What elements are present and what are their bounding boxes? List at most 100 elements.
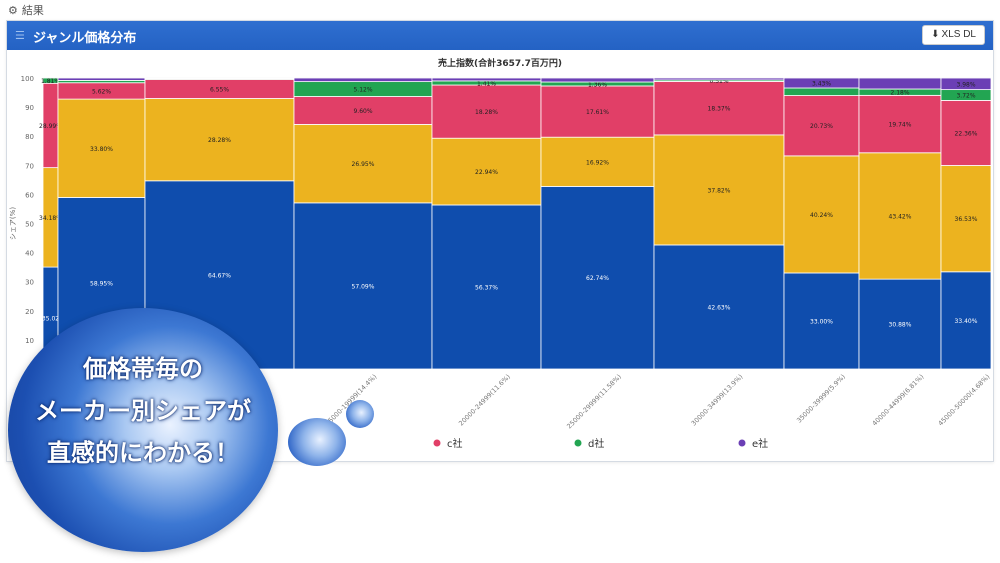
data-label: 57.09% — [352, 283, 375, 290]
legend-label-d: d社 — [588, 437, 604, 450]
data-label: 58.95% — [90, 281, 113, 288]
bar-segment-e — [858, 77, 942, 90]
bar-segment-e — [293, 77, 433, 83]
y-tick-label: 40 — [25, 250, 34, 258]
result-panel: ☰ ジャンル価格分布 ⬇ XLS DL 売上指数(合計3657.7百万円) 10 2… — [6, 20, 994, 462]
data-label: 22.94% — [475, 169, 498, 176]
xls-download-button[interactable]: ⬇ XLS DL — [922, 25, 985, 45]
data-label: 2.18% — [890, 90, 909, 97]
panel-header: ☰ ジャンル価格分布 ⬇ XLS DL — [7, 21, 993, 50]
y-tick-label: 30 — [25, 279, 34, 287]
data-label: 17.61% — [586, 109, 609, 116]
chart-title: 売上指数(合計3657.7百万円) — [438, 57, 562, 69]
y-tick-label: 80 — [25, 133, 34, 141]
legend-marker-e — [738, 439, 746, 447]
bar-segment-e — [57, 77, 146, 81]
data-label: 43.42% — [889, 213, 912, 220]
data-label: 30.88% — [889, 322, 912, 329]
legend-label-c: c社 — [447, 437, 463, 450]
data-label: 35.02 — [42, 316, 59, 323]
data-label: 64.67% — [208, 272, 231, 279]
bar-segment-b — [940, 165, 992, 273]
bar-segment-c — [940, 100, 992, 166]
x-tick-label: 20000-24999(11.6%) — [457, 373, 512, 428]
x-tick-label: 45000-50000(4.68%) — [937, 373, 992, 428]
bar-segment-e — [540, 77, 655, 83]
promo-line-1: 価格帯毎の — [83, 355, 203, 383]
data-label: 3.72% — [956, 93, 975, 100]
top-bar: ⚙ 結果 — [8, 2, 44, 18]
bar-segment-a — [940, 271, 992, 370]
legend-marker-d — [574, 439, 582, 447]
bar-segment-c — [783, 95, 860, 157]
data-label: 62.74% — [586, 275, 609, 282]
x-tick-label: 35000-39999(5.9%) — [795, 373, 847, 425]
bar-segment-e — [653, 77, 785, 81]
data-label: 40.24% — [810, 212, 833, 219]
x-tick-label: 30000-34999(13.9%) — [690, 373, 745, 428]
data-label: 56.37% — [475, 284, 498, 291]
data-label: 1.81% — [41, 78, 60, 85]
data-label: 3.98% — [956, 81, 975, 88]
y-tick-label: 100 — [21, 75, 34, 83]
promo-line-3: 直感的にわかる！ — [47, 439, 239, 467]
data-label: 36.53% — [955, 216, 978, 223]
y-axis-title: シェア(%) — [9, 207, 17, 240]
xls-download-label: XLS DL — [941, 29, 976, 40]
data-label: 33.80% — [90, 146, 113, 153]
decor-bubble-small — [346, 400, 374, 428]
bar-segment-a — [783, 272, 860, 370]
bar-segment-c — [858, 94, 942, 154]
data-label: 34.18% — [39, 215, 62, 222]
legend-label-e: e社 — [752, 437, 768, 450]
data-label: 22.36% — [955, 130, 978, 137]
data-label: 26.95% — [352, 161, 375, 168]
y-tick-label: 50 — [25, 221, 34, 229]
bar-segment-a — [293, 202, 433, 370]
bar-segment-b — [540, 136, 655, 187]
bar-segment-e — [431, 77, 542, 82]
results-icon: ⚙ — [8, 3, 18, 17]
bar-segment-b — [293, 124, 433, 204]
decor-bubble-large — [288, 418, 346, 466]
bar-segment-d — [783, 87, 860, 96]
download-icon: ⬇ — [931, 29, 940, 40]
data-label: 5.62% — [92, 88, 111, 95]
data-label: 28.99% — [39, 123, 62, 130]
bar-segment-b — [57, 98, 146, 198]
promo-badge-text: 価格帯毎の メーカー別シェアが 直感的にわかる！ — [8, 348, 278, 474]
y-tick-label: 70 — [25, 162, 34, 170]
bar-segment-c — [293, 96, 433, 125]
share-chart: 売上指数(合計3657.7百万円) 10 20 30 40 50 60 70 80 90 100 シェ… — [9, 57, 992, 450]
panel-title: ジャンル価格分布 — [33, 31, 137, 46]
legend-marker-c — [433, 439, 441, 447]
list-icon: ☰ — [15, 29, 25, 42]
data-label: 1.41% — [477, 80, 496, 87]
bar-segment-e — [940, 77, 992, 91]
data-label: 16.92% — [586, 159, 609, 166]
data-label: 20.73% — [810, 123, 833, 130]
bar-segment-e — [144, 77, 295, 79]
bar-segment-c — [540, 85, 655, 138]
bar-segment-a — [653, 244, 785, 370]
data-label: 42.63% — [708, 304, 731, 311]
bar-segment-b — [431, 137, 542, 206]
x-tick-label: 40000-44999(6.81%) — [871, 373, 926, 428]
data-label: 37.82% — [708, 187, 731, 194]
data-label: 33.40% — [955, 318, 978, 325]
y-tick-label: 20 — [25, 308, 34, 316]
bar-segment-c — [653, 81, 785, 136]
data-label: 33.00% — [810, 318, 833, 325]
data-label: 1.36% — [588, 81, 607, 88]
x-tick-label: 25000-29999(11.58%) — [565, 373, 623, 431]
data-label: 28.28% — [208, 137, 231, 144]
y-tick-label: 10 — [25, 337, 34, 345]
bar-segment-a — [540, 186, 655, 370]
data-label: 0.51% — [709, 78, 728, 85]
y-tick-label: 60 — [25, 191, 34, 199]
promo-line-2: メーカー別シェアが — [35, 397, 251, 425]
data-label: 9.60% — [353, 108, 372, 115]
data-label: 19.74% — [889, 122, 912, 129]
data-label: 5.12% — [353, 87, 372, 94]
data-label: 6.55% — [210, 86, 229, 93]
